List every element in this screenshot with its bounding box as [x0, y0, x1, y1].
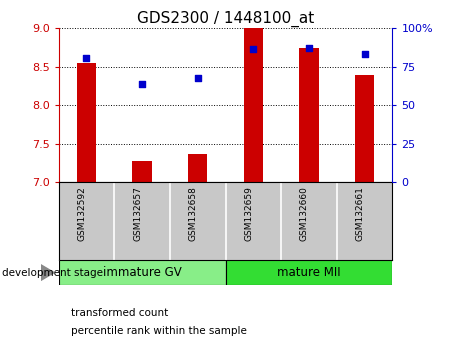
Bar — [77, 63, 96, 182]
Bar — [226, 260, 392, 285]
Point — [83, 55, 90, 61]
Point — [305, 45, 313, 50]
Bar — [355, 75, 374, 182]
Bar — [59, 260, 226, 285]
Polygon shape — [41, 265, 54, 280]
Text: mature MII: mature MII — [277, 266, 341, 279]
Text: percentile rank within the sample: percentile rank within the sample — [71, 326, 247, 336]
Text: development stage: development stage — [2, 268, 103, 278]
Text: GSM132660: GSM132660 — [300, 186, 309, 241]
Text: GSM132592: GSM132592 — [78, 186, 87, 241]
Title: GDS2300 / 1448100_at: GDS2300 / 1448100_at — [137, 11, 314, 27]
Text: transformed count: transformed count — [71, 308, 169, 318]
Bar — [299, 47, 319, 182]
Text: GSM132659: GSM132659 — [244, 186, 253, 241]
Text: GSM132658: GSM132658 — [189, 186, 198, 241]
Point — [194, 75, 201, 81]
Bar — [132, 161, 152, 182]
Point — [361, 51, 368, 57]
Text: GSM132661: GSM132661 — [355, 186, 364, 241]
Text: GSM132657: GSM132657 — [133, 186, 142, 241]
Bar — [188, 154, 207, 182]
Point — [250, 46, 257, 52]
Bar — [244, 28, 263, 182]
Text: immature GV: immature GV — [103, 266, 181, 279]
Point — [138, 81, 146, 87]
